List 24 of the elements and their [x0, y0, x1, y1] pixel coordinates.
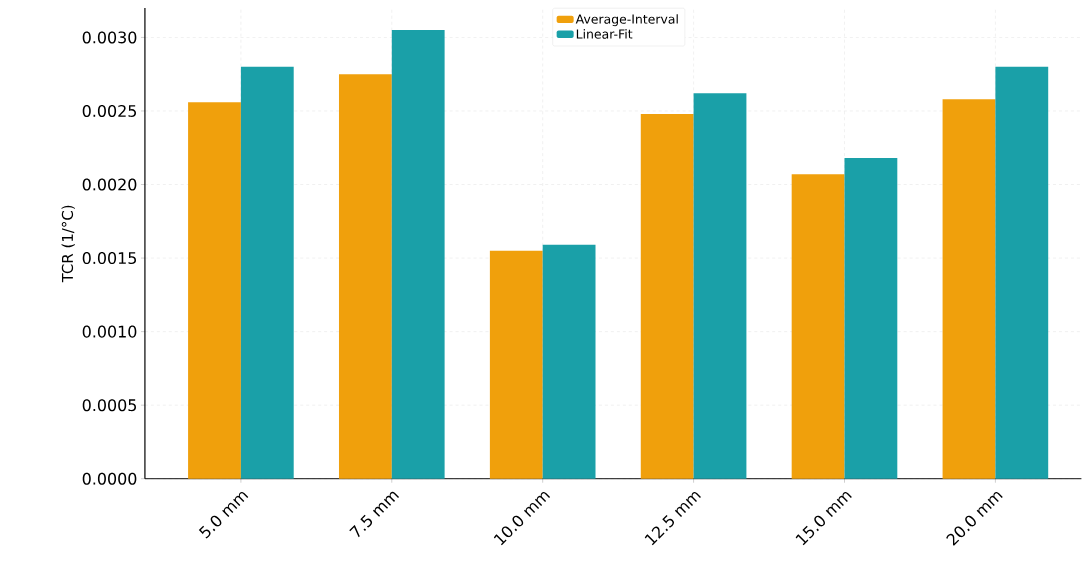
y-tick-label: 0.0020	[82, 178, 137, 191]
y-tick-label: 0.0030	[82, 31, 137, 44]
bar	[844, 158, 898, 479]
x-tick-label: 5.0 mm	[198, 492, 249, 539]
y-tick-label: 0.0015	[82, 252, 137, 265]
bar	[391, 30, 445, 479]
y-tick-label: 0.0010	[82, 325, 137, 338]
bar	[942, 99, 996, 479]
bar	[791, 174, 845, 479]
bar	[240, 66, 294, 479]
legend-label: Average-Interval	[575, 14, 678, 27]
bar	[640, 114, 694, 479]
y-tick-label: 0.0005	[82, 399, 137, 412]
y-axis-title: TCR (1/°C)	[61, 205, 75, 283]
y-tick-label: 0.0000	[82, 472, 137, 485]
legend-label: Linear-Fit	[576, 29, 633, 39]
bar	[995, 66, 1049, 479]
y-tick-label: 0.0025	[82, 105, 137, 118]
x-tick-label: 7.5 mm	[349, 491, 400, 538]
bar	[489, 250, 543, 479]
bar	[338, 74, 392, 479]
bar	[542, 244, 596, 479]
bar	[188, 102, 241, 479]
bar	[693, 93, 747, 479]
